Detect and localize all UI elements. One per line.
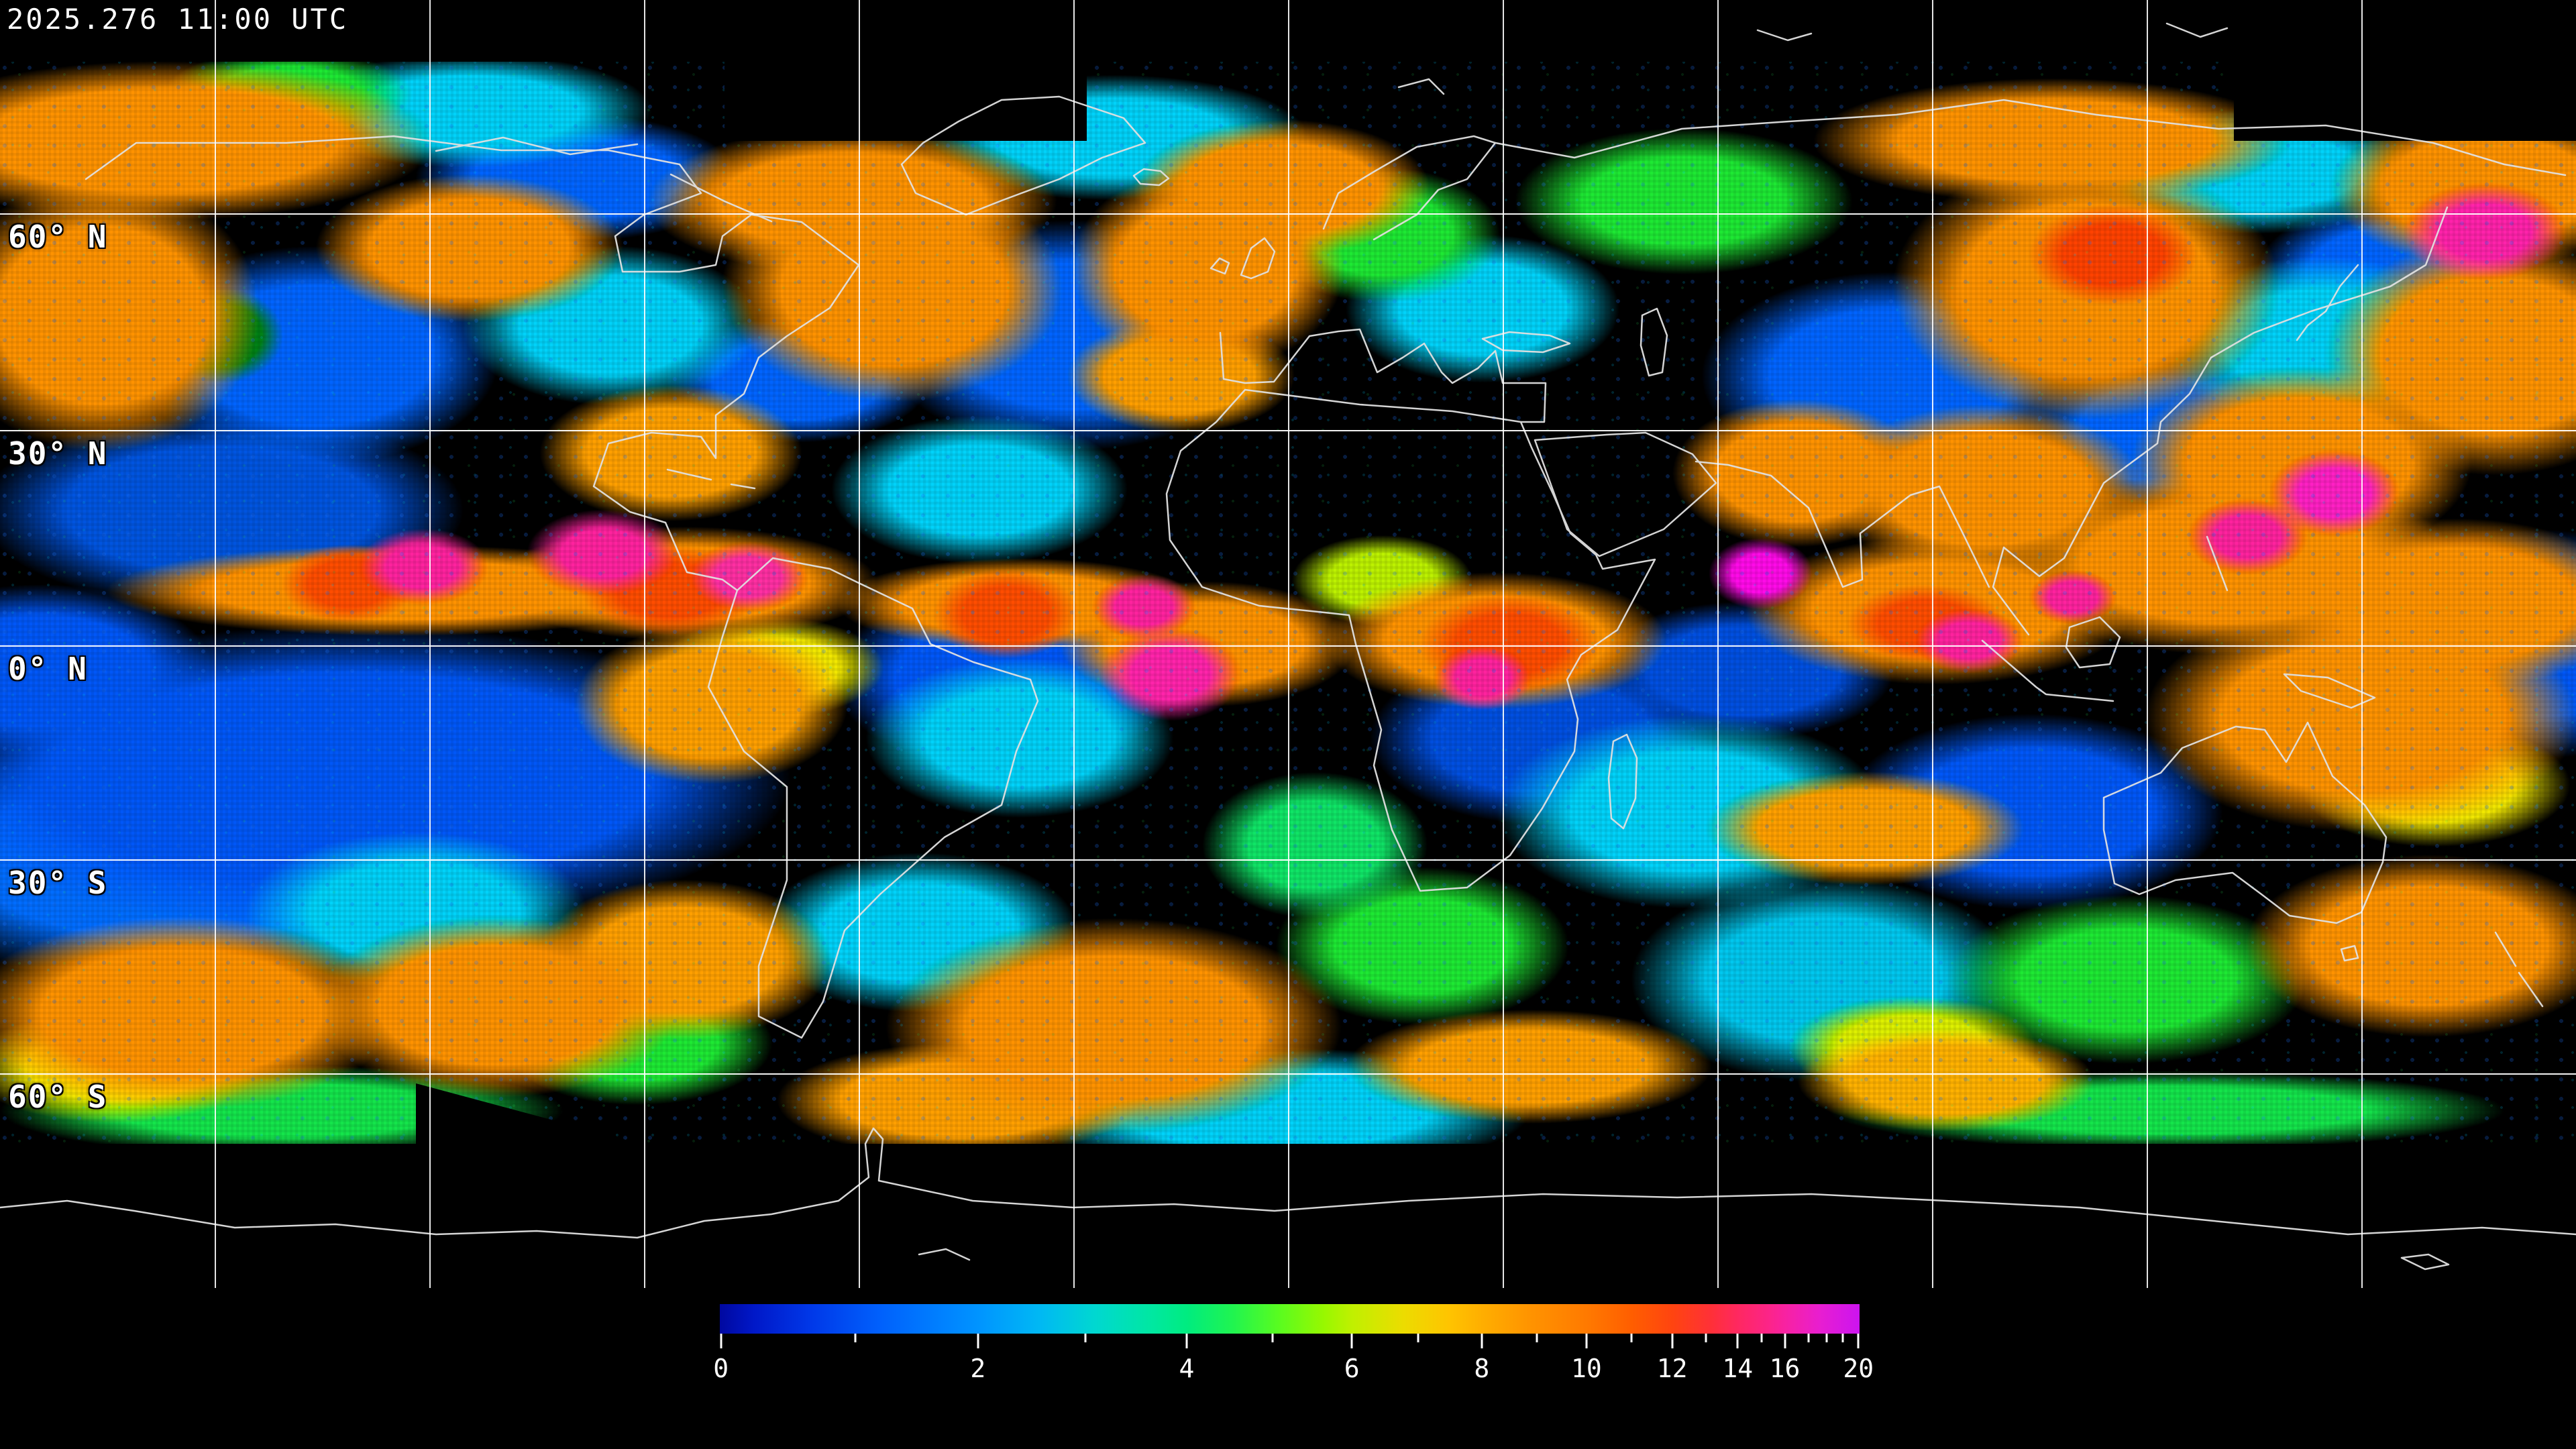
timestamp-label: 2025.276 11:00 UTC <box>7 3 349 36</box>
colorbar-major-tick <box>977 1334 979 1348</box>
colorbar-minor-tick <box>1271 1334 1274 1342</box>
colorbar-minor-tick <box>1084 1334 1087 1342</box>
colorbar-minor-tick <box>1705 1334 1707 1342</box>
coast-india <box>1695 460 1990 588</box>
colorbar-tick-label: 4 <box>1179 1354 1195 1383</box>
coast-australia <box>2102 721 2387 924</box>
colorbar-tick-label: 10 <box>1571 1354 1602 1383</box>
longitude-gridline <box>429 0 431 1288</box>
longitude-gridline <box>1288 0 1289 1288</box>
coast-scandinavia <box>1322 135 1497 241</box>
colorbar-minor-tick <box>1807 1334 1810 1342</box>
latitude-label: 60° N <box>8 219 108 255</box>
coast-new-guinea <box>2283 673 2376 709</box>
no-data-wedge <box>416 1083 641 1144</box>
colorbar-tick-label: 0 <box>713 1354 729 1383</box>
colorbar-minor-tick <box>1630 1334 1633 1342</box>
coast-arabia <box>1534 431 1717 557</box>
coast-europe-med <box>1219 328 1547 423</box>
coast-uk <box>1240 237 1276 280</box>
coast-ireland <box>1210 257 1230 275</box>
colorbar-minor-tick <box>1841 1334 1843 1342</box>
coast-new-zealand <box>2494 931 2544 1008</box>
longitude-gridline <box>2361 0 2363 1288</box>
colorbar-tick-label: 12 <box>1656 1354 1688 1383</box>
longitude-gridline <box>859 0 860 1288</box>
coast-sumatra-java <box>1981 639 2114 702</box>
coast-antarctic-islands <box>918 1248 2450 1271</box>
coast-borneo <box>2065 616 2121 669</box>
colorbar-minor-tick <box>854 1334 857 1342</box>
colorbar-minor-tick <box>1760 1334 1763 1342</box>
latitude-label: 60° S <box>8 1079 108 1115</box>
colorbar-tick-label: 2 <box>970 1354 986 1383</box>
coast-philippines <box>2206 535 2229 592</box>
colorbar-tick-label: 6 <box>1344 1354 1360 1383</box>
colorbar-major-tick <box>1857 1334 1860 1348</box>
colorbar-major-tick <box>1736 1334 1739 1348</box>
longitude-gridline <box>1717 0 1719 1288</box>
colorbar-major-tick <box>1585 1334 1588 1348</box>
longitude-gridline <box>1503 0 1504 1288</box>
coast-caspian <box>1640 307 1668 377</box>
colorbar-major-tick <box>720 1334 722 1348</box>
longitude-gridline <box>1073 0 1075 1288</box>
colorbar-tick-label: 8 <box>1474 1354 1490 1383</box>
colorbar-tick-label: 20 <box>1843 1354 1874 1383</box>
longitude-gridline <box>2147 0 2148 1288</box>
coast-asia <box>1494 99 2567 176</box>
latitude-label: 30° S <box>8 865 108 901</box>
colorbar-major-tick <box>1784 1334 1786 1348</box>
no-data-east-step <box>2234 62 2576 141</box>
no-data-greenland-step <box>724 62 1087 141</box>
coast-iceland <box>1132 168 1170 186</box>
colorbar-major-tick <box>1671 1334 1674 1348</box>
colorbar-tick-label: 14 <box>1722 1354 1754 1383</box>
coast-asia-east <box>1992 206 2449 636</box>
coast-south-america <box>707 557 1039 1039</box>
colorbar-minor-tick <box>1536 1334 1538 1342</box>
colorbar-minor-tick <box>1417 1334 1419 1342</box>
colorbar-major-tick <box>1185 1334 1188 1348</box>
coast-africa <box>1165 388 1656 892</box>
colorbar-major-tick <box>1350 1334 1353 1348</box>
world-map: 60° N 30° N 0° N 30° S 60° S 2025.276 11:00 … <box>0 0 2576 1288</box>
colorbar-gradient <box>720 1304 1860 1334</box>
colorbar-minor-tick <box>1825 1334 1828 1342</box>
coast-greenland <box>900 95 1146 216</box>
longitude-gridline <box>1932 0 1933 1288</box>
coast-arctic-islands <box>435 22 2229 223</box>
coast-black-sea <box>1481 331 1571 354</box>
coast-north-america <box>85 135 860 592</box>
longitude-gridline <box>644 0 645 1288</box>
latitude-label: 30° N <box>8 435 108 472</box>
coast-antarctica <box>0 1127 2576 1239</box>
coast-madagascar <box>1607 733 1638 830</box>
colorbar-ticks: 0 2 4 6 8 10 12 14 16 20 <box>713 1334 1874 1414</box>
coast-tasmania <box>2340 945 2359 962</box>
coast-japan <box>2296 264 2359 341</box>
longitude-gridline <box>215 0 216 1288</box>
colorbar-tick-label: 16 <box>1769 1354 1801 1383</box>
latitude-label: 0° N <box>8 651 88 687</box>
coast-cuba <box>666 468 756 490</box>
colorbar-major-tick <box>1481 1334 1483 1348</box>
